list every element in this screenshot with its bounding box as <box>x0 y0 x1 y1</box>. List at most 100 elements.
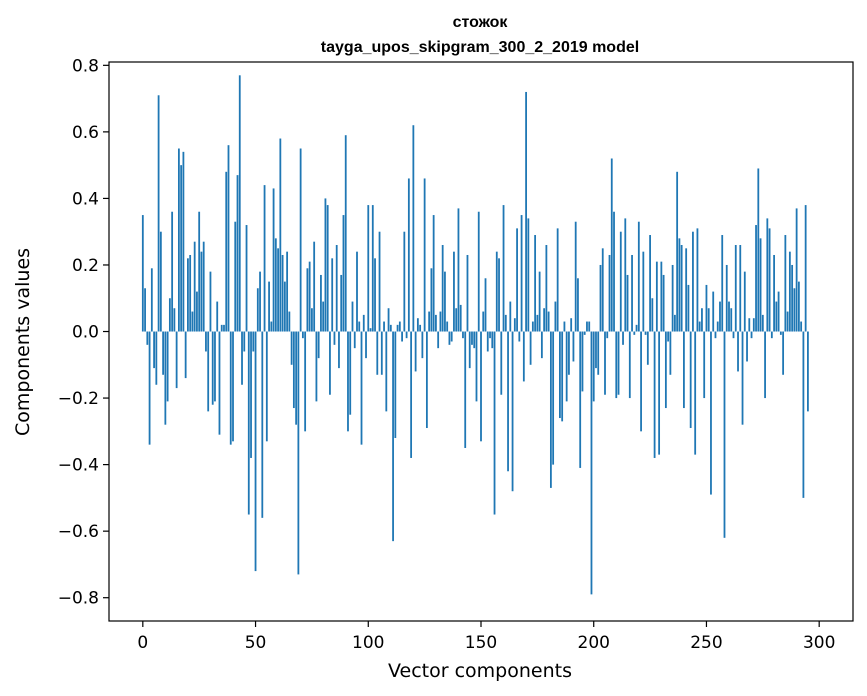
bar <box>761 314 764 332</box>
bar <box>516 228 518 332</box>
bar <box>311 308 313 332</box>
bar <box>624 218 627 332</box>
bar <box>315 331 318 402</box>
bar <box>250 331 252 458</box>
bar <box>599 264 602 332</box>
bar <box>238 75 241 332</box>
bar <box>232 331 234 442</box>
bar <box>484 278 487 332</box>
bar <box>757 168 760 332</box>
bar <box>520 215 523 332</box>
bar <box>468 331 471 369</box>
y-tick-label: 0.4 <box>72 189 99 209</box>
bar <box>786 311 789 332</box>
bar <box>416 318 419 332</box>
bar <box>622 331 624 345</box>
bar <box>288 311 291 332</box>
bar <box>166 331 169 402</box>
bar <box>511 331 514 492</box>
bar <box>214 331 216 402</box>
bar <box>646 331 649 365</box>
bar <box>144 288 146 332</box>
bar <box>446 321 449 332</box>
bar <box>529 331 532 365</box>
bar <box>689 331 692 429</box>
bar <box>730 308 733 332</box>
y-tick-label: −0.2 <box>58 389 99 409</box>
bar <box>245 225 248 332</box>
bar <box>617 331 620 395</box>
bar <box>340 274 343 332</box>
bar <box>196 291 198 332</box>
bar <box>189 254 192 332</box>
bar <box>369 328 372 332</box>
bar <box>667 331 670 342</box>
bar <box>518 331 521 342</box>
bar <box>660 261 663 332</box>
bar <box>146 331 149 345</box>
bar <box>403 231 406 332</box>
bar <box>685 248 688 332</box>
bar <box>326 205 329 332</box>
bar <box>335 245 338 332</box>
bar <box>676 171 679 332</box>
bar <box>502 205 505 332</box>
bar <box>615 331 618 399</box>
bar <box>159 231 162 332</box>
bar <box>428 311 431 332</box>
bar <box>590 331 593 595</box>
y-tick-label: 0.0 <box>72 323 99 343</box>
bar <box>728 301 730 332</box>
bar <box>601 248 604 332</box>
bar <box>175 331 178 389</box>
bar <box>405 331 408 339</box>
y-axis-label: Components values <box>12 248 34 436</box>
bar <box>633 331 636 335</box>
bar <box>353 331 356 349</box>
bar <box>342 215 345 332</box>
bar <box>317 331 320 359</box>
bar <box>150 268 153 332</box>
bar <box>153 331 155 369</box>
bar <box>435 314 437 332</box>
bar <box>272 188 275 332</box>
bar <box>712 291 715 332</box>
x-tick-label: 50 <box>245 633 267 653</box>
bar <box>380 331 383 375</box>
bar <box>423 178 426 332</box>
bar <box>752 318 755 332</box>
bar <box>732 331 735 339</box>
bar <box>554 301 557 332</box>
bar <box>168 298 171 332</box>
bar <box>480 331 482 442</box>
bar <box>209 271 212 332</box>
bar <box>462 331 464 339</box>
bar <box>701 308 703 332</box>
bar <box>333 331 336 345</box>
bar <box>737 331 739 372</box>
bar <box>642 251 645 332</box>
y-axis-ticks: 0.8 0.6 0.4 0.2 0.0 −0.2 −0.4 −0.6 −0.8 <box>58 56 109 609</box>
bar <box>297 331 300 575</box>
bar <box>637 221 640 332</box>
bar <box>565 331 568 402</box>
bar <box>734 245 737 332</box>
bar <box>572 331 575 362</box>
bar <box>719 301 721 332</box>
bar <box>177 148 180 332</box>
bar <box>164 331 167 425</box>
bar <box>669 331 672 375</box>
x-tick-label: 200 <box>578 633 610 653</box>
bar <box>430 268 433 332</box>
bar <box>200 251 203 332</box>
bar <box>581 331 584 392</box>
bar <box>299 148 302 332</box>
bar <box>610 158 613 332</box>
y-tick-label: 0.2 <box>72 256 99 276</box>
bar <box>259 271 261 332</box>
bar <box>604 331 606 395</box>
bar <box>723 331 726 538</box>
bar <box>218 331 221 435</box>
bar <box>187 258 189 332</box>
